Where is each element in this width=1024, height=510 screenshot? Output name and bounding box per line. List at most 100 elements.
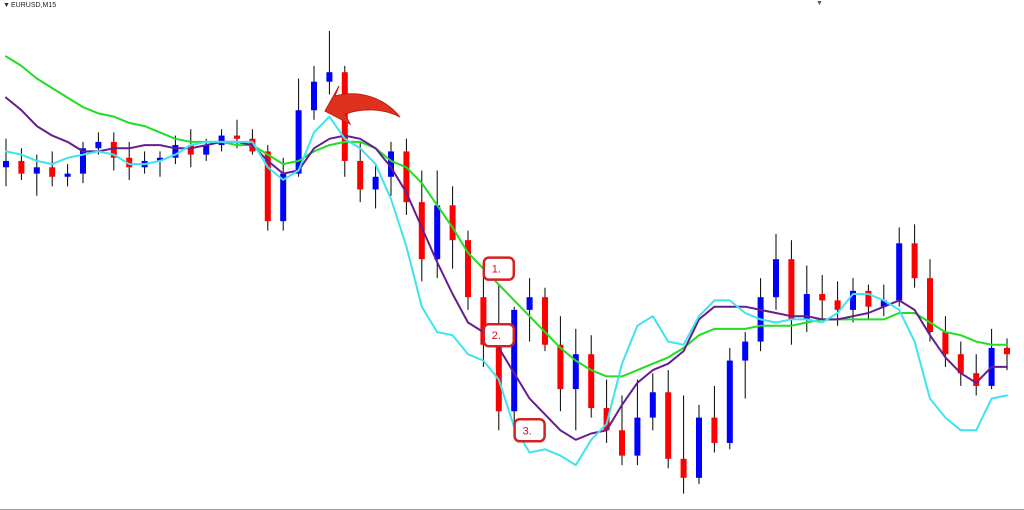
candle-body xyxy=(465,240,471,298)
candle-body xyxy=(911,243,918,279)
candle xyxy=(572,328,579,431)
chart-menu-arrow-icon[interactable]: ▼ xyxy=(3,2,10,9)
candle-body xyxy=(480,297,487,345)
candle xyxy=(911,224,918,288)
candle-body xyxy=(110,141,117,158)
annotation-badge-frame xyxy=(482,256,516,281)
chart-title: EURUSD,M15 xyxy=(11,2,57,9)
candle-body xyxy=(418,202,425,260)
candle-body xyxy=(311,81,317,111)
candle xyxy=(742,332,749,399)
candle xyxy=(311,65,317,120)
candle-body xyxy=(603,408,610,431)
candle xyxy=(64,164,71,187)
annotation-badge-frame xyxy=(482,322,516,348)
candle xyxy=(619,395,625,466)
candle-body xyxy=(803,294,810,320)
candle-body xyxy=(33,167,40,174)
candle-body xyxy=(203,145,210,155)
candle xyxy=(557,316,564,412)
candle-body xyxy=(834,300,841,310)
candle xyxy=(850,278,856,323)
candle xyxy=(957,341,964,386)
candle xyxy=(649,373,656,431)
candle-body xyxy=(326,72,333,82)
candle-body xyxy=(572,354,579,390)
annotation-badge: 3. xyxy=(513,418,546,443)
chart-title-bar: ▼ EURUSD,M15 xyxy=(0,0,1024,11)
candle xyxy=(588,335,595,418)
candle xyxy=(234,119,240,149)
candle xyxy=(326,31,333,95)
candle xyxy=(110,132,117,171)
candle xyxy=(603,379,610,443)
annotation-badge: 1. xyxy=(482,256,516,281)
candle xyxy=(18,148,25,180)
candle-body xyxy=(295,110,302,174)
candle-body xyxy=(973,373,980,386)
candle xyxy=(357,141,364,203)
candle-body xyxy=(696,417,702,478)
candle xyxy=(680,395,687,494)
candle-body xyxy=(264,151,271,222)
scroll-shift-marker-icon[interactable]: ▼ xyxy=(816,0,823,7)
candle-body xyxy=(850,290,856,310)
candle xyxy=(542,287,548,352)
candle-body xyxy=(172,145,179,158)
annotation-label: 2. xyxy=(492,330,501,342)
candle xyxy=(773,233,779,310)
candle-body xyxy=(157,157,163,161)
candle xyxy=(896,227,903,307)
annotation-label: 3. xyxy=(523,425,532,437)
candle xyxy=(696,404,702,485)
candle xyxy=(403,138,410,215)
candle-body xyxy=(495,344,502,412)
candle-body xyxy=(927,278,933,333)
candle xyxy=(49,151,56,187)
candle-body xyxy=(95,141,102,149)
candle-body xyxy=(649,392,656,418)
candle-body xyxy=(3,160,9,168)
candle xyxy=(834,281,841,326)
candle-body xyxy=(819,294,826,301)
candle-body xyxy=(126,157,133,168)
candle-body xyxy=(234,135,240,139)
candle-body xyxy=(511,309,518,412)
candle-body xyxy=(280,173,287,222)
candle-body xyxy=(634,417,641,456)
candle-body xyxy=(865,290,872,307)
candle-body xyxy=(49,167,56,177)
annotation-badge: 2. xyxy=(482,322,516,348)
candle xyxy=(526,278,533,342)
candle xyxy=(264,145,271,231)
candle-body xyxy=(542,297,548,345)
candle-body xyxy=(18,160,25,174)
candle-body xyxy=(187,145,194,155)
candle-body xyxy=(449,205,456,241)
red-curved-arrow-icon xyxy=(324,85,401,126)
candle-body xyxy=(372,176,379,190)
candle xyxy=(988,328,995,390)
candle-body xyxy=(388,151,394,177)
candle xyxy=(172,135,179,165)
candle-body xyxy=(526,297,533,310)
annotation-label: 1. xyxy=(492,264,501,276)
candle xyxy=(465,230,471,310)
candle xyxy=(711,385,718,453)
candle xyxy=(1004,338,1010,371)
candle-body xyxy=(619,430,625,456)
moving-averages-layer xyxy=(5,55,1008,467)
candle-body xyxy=(665,392,672,459)
candle xyxy=(480,275,487,367)
candle-body xyxy=(711,417,718,443)
candle xyxy=(973,354,980,396)
candle xyxy=(726,347,733,450)
candle-body xyxy=(742,341,749,361)
annotation-badge-frame xyxy=(513,418,546,443)
candle-body xyxy=(1004,347,1010,355)
candle xyxy=(819,275,826,320)
candle-body xyxy=(680,458,687,478)
candle xyxy=(634,379,641,466)
